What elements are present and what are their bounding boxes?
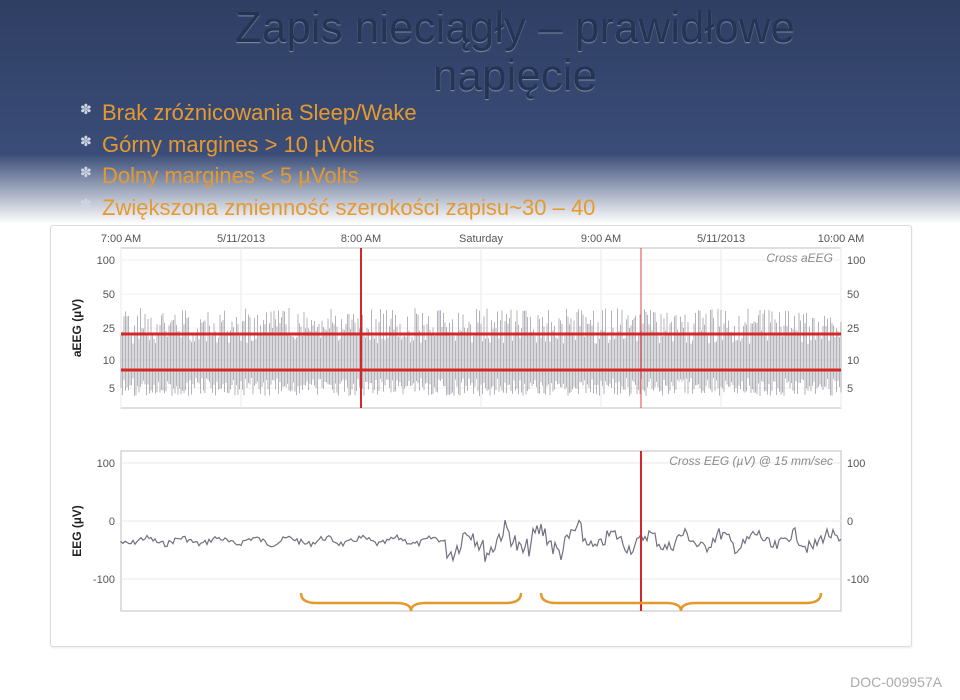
chart-panel: 7:00 AM 5/11/2013 8:00 AM Saturday 9:00 AM 5/… (50, 225, 912, 647)
svg-text:aEEG (µV): aEEG (µV) (70, 299, 84, 357)
title-line2: napięcie (433, 51, 597, 100)
svg-text:0: 0 (847, 516, 853, 528)
bullet-item: Brak zróżnicowania Sleep/Wake (80, 98, 640, 128)
bullet-item: Dolny margines < 5 µVolts (80, 161, 640, 191)
svg-text:8:00 AM: 8:00 AM (341, 233, 381, 245)
svg-text:50: 50 (103, 289, 115, 301)
svg-text:-100: -100 (93, 574, 115, 586)
svg-text:Saturday: Saturday (459, 233, 504, 245)
chart-svg: 7:00 AM 5/11/2013 8:00 AM Saturday 9:00 AM 5/… (51, 226, 911, 646)
svg-text:50: 50 (847, 289, 859, 301)
bullet-item: Górny margines > 10 µVolts (80, 130, 640, 160)
svg-text:5: 5 (847, 383, 853, 395)
svg-text:10: 10 (103, 355, 115, 367)
svg-text:25: 25 (103, 323, 115, 335)
svg-text:10:00 AM: 10:00 AM (818, 233, 864, 245)
svg-text:EEG (µV): EEG (µV) (70, 505, 84, 557)
svg-text:5/11/2013: 5/11/2013 (697, 233, 745, 245)
svg-text:5/11/2013: 5/11/2013 (217, 233, 265, 245)
svg-text:5: 5 (109, 383, 115, 395)
page-title: Zapis nieciągły – prawidłowe napięcie (110, 4, 920, 101)
svg-text:100: 100 (847, 458, 865, 470)
svg-text:Cross aEEG: Cross aEEG (766, 251, 833, 265)
svg-text:25: 25 (847, 323, 859, 335)
svg-text:Cross EEG (µV) @ 15 mm/sec: Cross EEG (µV) @ 15 mm/sec (669, 454, 833, 468)
svg-text:9:00 AM: 9:00 AM (581, 233, 621, 245)
title-line1: Zapis nieciągły – prawidłowe (235, 3, 795, 52)
svg-text:-100: -100 (847, 574, 869, 586)
svg-text:100: 100 (97, 458, 115, 470)
doc-id-label: DOC-009957A (850, 674, 942, 690)
svg-text:100: 100 (847, 255, 865, 267)
slide: Zapis nieciągły – prawidłowe napięcie Br… (0, 0, 960, 700)
svg-text:100: 100 (97, 255, 115, 267)
svg-text:10: 10 (847, 355, 859, 367)
svg-text:7:00 AM: 7:00 AM (101, 233, 141, 245)
svg-text:0: 0 (109, 516, 115, 528)
